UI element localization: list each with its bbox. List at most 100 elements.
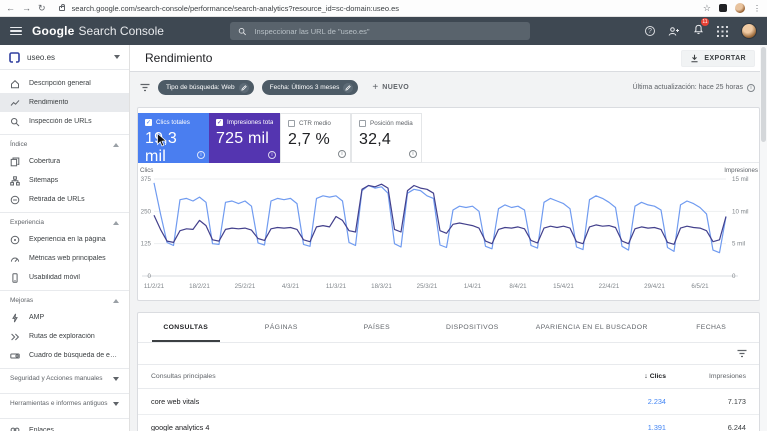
brand-text: Google — [32, 24, 75, 38]
tab-pages[interactable]: PÁGINAS — [264, 324, 298, 331]
apps-grid-icon[interactable] — [717, 25, 728, 37]
info-icon[interactable]: i — [338, 150, 346, 158]
browser-back-icon[interactable]: ← — [6, 2, 15, 13]
info-icon[interactable]: i — [197, 151, 205, 159]
right-axis-tick: 0 — [732, 273, 736, 280]
page-experience-icon — [10, 235, 20, 245]
x-axis-tick: 6/5/21 — [691, 283, 709, 290]
sidebar-item-mobile-usability[interactable]: Usabilidad móvil — [0, 268, 129, 287]
column-impressions[interactable]: Impresiones — [708, 373, 746, 380]
scrollbar-thumb[interactable] — [761, 47, 766, 142]
sidebar-item-url-inspection[interactable]: Inspección de URLs — [0, 112, 129, 131]
property-selector[interactable]: useo.es — [0, 45, 129, 70]
main-content: Rendimiento EXPORTAR Tipo de búsqueda: W… — [130, 45, 767, 431]
avg-position-value: 32,4 — [359, 131, 391, 148]
sidebar: useo.es Descripción general Rendimiento … — [0, 45, 130, 431]
left-axis-tick: 375 — [141, 176, 152, 183]
dimension-tabs: CONSULTAS PÁGINAS PAÍSES DISPOSITIVOS AP… — [138, 313, 759, 343]
browser-menu-icon[interactable]: ⋮ — [753, 3, 761, 13]
filter-chip-date[interactable]: Fecha: Últimos 3 meses — [261, 80, 359, 95]
checkbox-unchecked-icon[interactable] — [359, 120, 366, 127]
table-header: Consultas principales ↓ Clics Impresiones — [138, 365, 759, 389]
x-axis-tick: 18/3/21 — [371, 283, 392, 290]
search-input[interactable] — [252, 25, 522, 37]
table-filter-icon[interactable] — [737, 349, 747, 358]
pages-icon — [10, 157, 20, 167]
app-logo[interactable]: Google Search Console — [32, 24, 164, 38]
sidebar-item-amp[interactable]: AMP — [0, 308, 129, 327]
filter-list-icon[interactable] — [140, 83, 150, 92]
table-row[interactable]: google analytics 4 1.391 6.244 — [138, 415, 759, 431]
sidebar-item-performance[interactable]: Rendimiento — [0, 93, 129, 112]
sidebar-item-links[interactable]: Enlaces — [0, 421, 129, 431]
sitemap-icon — [10, 175, 20, 186]
tab-dates[interactable]: FECHAS — [696, 324, 727, 331]
bookmark-star-icon[interactable]: ☆ — [702, 2, 711, 13]
help-icon[interactable]: ? — [645, 26, 655, 36]
sidebar-item-sitemaps[interactable]: Sitemaps — [0, 171, 129, 190]
performance-chart-icon — [10, 98, 20, 108]
page-header: Rendimiento EXPORTAR — [130, 45, 767, 72]
column-queries[interactable]: Consultas principales — [151, 373, 216, 380]
x-axis-tick: 22/4/21 — [599, 283, 620, 290]
left-axis-tick: 250 — [141, 208, 152, 215]
column-clicks-sorted[interactable]: ↓ Clics — [644, 373, 666, 380]
table-row[interactable]: core web vitals 2.234 7.173 — [138, 389, 759, 415]
metric-card-avg-ctr[interactable]: CTR medio 2,7 % i — [280, 113, 351, 163]
info-icon[interactable]: i — [747, 83, 755, 92]
browser-forward-icon[interactable]: → — [22, 2, 31, 13]
link-icon — [10, 425, 20, 431]
sidebar-item-coverage[interactable]: Cobertura — [0, 152, 129, 171]
metric-card-total-impressions[interactable]: ✓ Impresiones total.. 725 mil i — [209, 113, 280, 163]
tab-countries[interactable]: PAÍSES — [363, 324, 391, 331]
add-user-icon[interactable] — [668, 26, 680, 37]
edit-pencil-icon[interactable] — [238, 82, 249, 93]
checkbox-checked-icon[interactable]: ✓ — [216, 119, 223, 126]
x-axis-tick: 1/4/21 — [464, 283, 482, 290]
filter-chip-search-type[interactable]: Tipo de búsqueda: Web — [158, 80, 254, 95]
browser-profile-avatar[interactable] — [735, 3, 745, 13]
x-axis-tick: 4/3/21 — [282, 283, 300, 290]
notification-count-badge: 11 — [701, 18, 709, 26]
edit-pencil-icon[interactable] — [343, 82, 354, 93]
info-icon[interactable]: i — [409, 150, 417, 158]
sidebar-item-overview[interactable]: Descripción general — [0, 74, 129, 93]
sidebar-item-breadcrumbs[interactable]: Rutas de exploración — [0, 327, 129, 346]
info-icon[interactable]: i — [268, 151, 276, 159]
home-icon — [10, 79, 20, 89]
sidebar-item-page-experience[interactable]: Experiencia en la página — [0, 230, 129, 249]
metric-cards-row: ✓ Clics totales 19,3 mil i ✓ Impresiones… — [138, 108, 759, 165]
sidebar-item-core-web-vitals[interactable]: Métricas web principales — [0, 249, 129, 268]
checkbox-checked-icon[interactable]: ✓ — [145, 119, 152, 126]
section-legacy-tools[interactable]: Herramientas e informes antiguos — [0, 392, 129, 415]
browser-address-bar: ← → ↻ search.google.com/search-console/p… — [0, 0, 767, 17]
url-text[interactable]: search.google.com/search-console/perform… — [71, 3, 400, 13]
section-experience[interactable]: Experiencia — [0, 215, 129, 230]
extension-icon[interactable] — [719, 4, 727, 12]
notifications-bell-icon[interactable]: 11 — [693, 18, 709, 40]
browser-reload-icon[interactable]: ↻ — [38, 2, 46, 13]
checkbox-unchecked-icon[interactable] — [288, 120, 295, 127]
menu-hamburger-icon[interactable] — [10, 26, 22, 36]
breadcrumbs-icon — [10, 332, 20, 342]
sidebar-item-sitelinks-searchbox[interactable]: Cuadro de búsqueda de enlace.. — [0, 346, 129, 365]
account-avatar[interactable] — [741, 23, 757, 39]
metric-card-total-clicks[interactable]: ✓ Clics totales 19,3 mil i — [138, 113, 209, 165]
tab-queries[interactable]: CONSULTAS — [138, 313, 234, 342]
tab-search-appearance[interactable]: APARIENCIA EN EL BUSCADOR — [535, 324, 648, 331]
queries-panel: CONSULTAS PÁGINAS PAÍSES DISPOSITIVOS AP… — [137, 312, 760, 431]
metric-card-avg-position[interactable]: Posición media 32,4 i — [351, 113, 422, 163]
new-filter-button[interactable]: + NUEVO — [372, 81, 410, 93]
tab-devices[interactable]: DISPOSITIVOS — [445, 324, 499, 331]
padlock-icon — [58, 3, 65, 11]
table-filter-row — [138, 343, 759, 365]
export-button[interactable]: EXPORTAR — [681, 49, 755, 67]
chevron-down-icon — [113, 377, 119, 381]
url-inspection-searchbox[interactable] — [229, 22, 530, 40]
sidebar-item-url-removals[interactable]: Retirada de URLs — [0, 190, 129, 209]
section-security-manual-actions[interactable]: Seguridad y Acciones manuales — [0, 368, 129, 390]
section-index[interactable]: Índice — [0, 137, 129, 152]
page-scrollbar[interactable] — [760, 45, 767, 431]
section-enhancements[interactable]: Mejoras — [0, 293, 129, 308]
